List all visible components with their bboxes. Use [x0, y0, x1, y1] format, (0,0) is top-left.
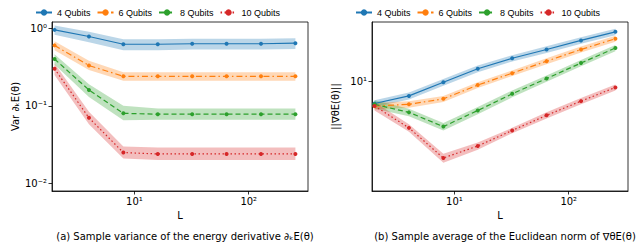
svg-text:4 Qubits: 4 Qubits [377, 8, 411, 18]
svg-text:10⁻²: 10⁻² [25, 178, 47, 189]
svg-text:8 Qubits: 8 Qubits [180, 8, 214, 18]
svg-text:(a) Sample variance of the ene: (a) Sample variance of the energy deriva… [56, 231, 314, 242]
svg-text:10²: 10² [240, 196, 257, 207]
svg-text:4 Qubits: 4 Qubits [57, 8, 91, 18]
svg-text:6 Qubits: 6 Qubits [119, 8, 153, 18]
svg-text:10¹: 10¹ [446, 196, 463, 207]
svg-text:10 Qubits: 10 Qubits [242, 8, 281, 18]
svg-text:L: L [497, 210, 503, 221]
svg-text:10¹: 10¹ [126, 196, 143, 207]
svg-text:10⁰: 10⁰ [30, 23, 47, 34]
svg-text:10⁻¹: 10⁻¹ [25, 100, 47, 111]
svg-text:Var ∂ₖE(θ): Var ∂ₖE(θ) [10, 82, 21, 131]
svg-text:10²: 10² [560, 196, 577, 207]
svg-text:6 Qubits: 6 Qubits [439, 8, 473, 18]
svg-text:8 Qubits: 8 Qubits [500, 8, 534, 18]
svg-text:L: L [177, 210, 183, 221]
svg-text:||∇θE(θ)||: ||∇θE(θ)|| [330, 83, 342, 130]
svg-text:(b) Sample average of the Eucl: (b) Sample average of the Euclidean norm… [374, 231, 636, 242]
svg-text:10¹: 10¹ [350, 76, 367, 87]
svg-text:10 Qubits: 10 Qubits [562, 8, 601, 18]
